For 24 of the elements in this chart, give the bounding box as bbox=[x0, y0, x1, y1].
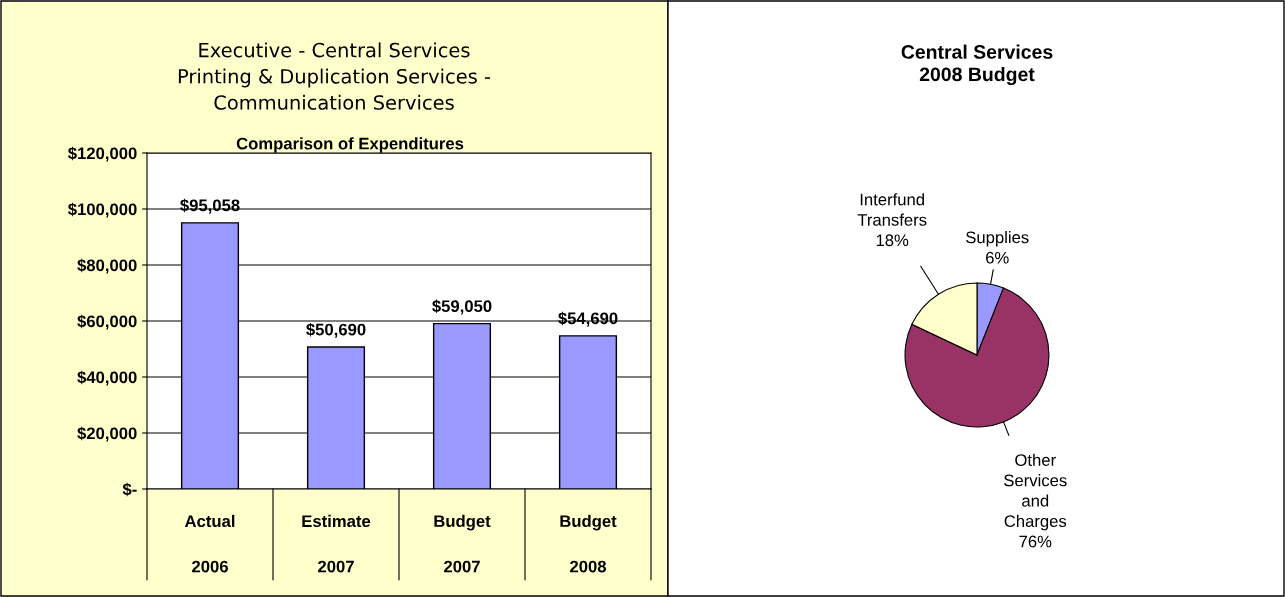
chart-title: Executive - Central Services Printing & Duplication Services - Communication Services bbox=[178, 42, 491, 110]
data-label: $59,050 bbox=[432, 299, 492, 315]
y-tick-label: $120,000 bbox=[67, 146, 137, 162]
slice-label: Supplies bbox=[966, 231, 1029, 247]
chart-title: Central Services 2008 Budget bbox=[901, 44, 1053, 86]
data-label: 6% bbox=[986, 251, 1009, 264]
category-label: Budget 2008 bbox=[560, 514, 617, 573]
data-label: 18% bbox=[876, 234, 909, 247]
y-tick-label: $- bbox=[122, 482, 137, 497]
slice-label: Other Services and Charges bbox=[1004, 453, 1067, 531]
y-tick-label: $80,000 bbox=[77, 258, 137, 274]
y-tick-label: $60,000 bbox=[77, 314, 137, 330]
category-label: Budget 2007 bbox=[434, 514, 491, 573]
y-tick-label: $40,000 bbox=[77, 370, 137, 386]
category-label: Actual 2006 bbox=[184, 514, 235, 573]
y-tick-label: $100,000 bbox=[67, 202, 137, 218]
data-label: $50,690 bbox=[306, 322, 366, 338]
y-tick-label: $20,000 bbox=[77, 426, 137, 442]
category-label: Estimate 2007 bbox=[302, 514, 371, 573]
chart-subtitle: Comparison of Expenditures bbox=[236, 137, 464, 153]
data-label: $54,690 bbox=[558, 311, 618, 327]
data-label: $95,058 bbox=[180, 198, 240, 214]
data-label: 76% bbox=[1019, 535, 1052, 548]
slice-label: Interfund Transfers bbox=[857, 193, 927, 226]
